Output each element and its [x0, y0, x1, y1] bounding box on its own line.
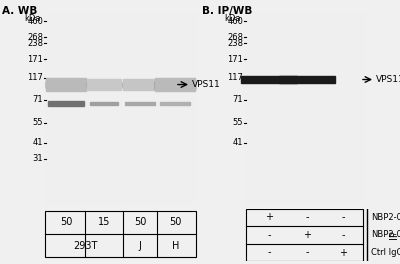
Text: 268: 268 [27, 33, 43, 42]
Text: 171: 171 [227, 55, 243, 64]
Text: IP: IP [389, 230, 399, 239]
Bar [123, 84, 157, 90]
Text: 50: 50 [134, 217, 146, 227]
Bar [155, 83, 195, 91]
Bar [125, 102, 155, 105]
Text: 41: 41 [32, 138, 43, 147]
Text: 293T: 293T [73, 241, 98, 251]
Text: 238: 238 [227, 39, 243, 48]
Text: B. IP/WB: B. IP/WB [202, 6, 252, 16]
Bar [155, 81, 195, 88]
Text: 171: 171 [27, 55, 43, 64]
Bar [123, 82, 157, 88]
Text: 50: 50 [169, 217, 182, 227]
Bar [279, 76, 335, 83]
Text: kDa: kDa [24, 14, 40, 23]
Text: Ctrl IgG: Ctrl IgG [371, 248, 400, 257]
Text: -: - [341, 230, 345, 240]
Bar [87, 79, 121, 85]
Text: 31: 31 [32, 154, 43, 163]
Text: NBP2-04093: NBP2-04093 [371, 230, 400, 239]
Text: +: + [303, 230, 311, 240]
Text: 117: 117 [227, 73, 243, 82]
Bar [123, 79, 157, 85]
Text: kDa: kDa [224, 14, 240, 23]
Text: 117: 117 [27, 73, 43, 82]
Text: 50: 50 [60, 217, 72, 227]
Bar [46, 83, 86, 91]
Bar [45, 211, 196, 257]
Text: +: + [339, 248, 347, 258]
Bar [246, 209, 363, 261]
Text: -: - [306, 212, 309, 222]
Bar [160, 102, 190, 105]
Text: 15: 15 [98, 217, 110, 227]
Text: 55: 55 [32, 118, 43, 127]
Text: 71: 71 [32, 95, 43, 104]
Text: 41: 41 [232, 138, 243, 147]
Text: -: - [341, 212, 345, 222]
Text: 460: 460 [227, 17, 243, 26]
Text: VPS11: VPS11 [376, 75, 400, 84]
Bar [87, 82, 121, 87]
Text: NBP2-04092: NBP2-04092 [371, 213, 400, 222]
Bar [87, 84, 121, 90]
Text: -: - [306, 248, 309, 258]
Text: 71: 71 [232, 95, 243, 104]
Text: -: - [267, 248, 271, 258]
Text: -: - [267, 230, 271, 240]
Bar [241, 76, 297, 83]
Text: 55: 55 [232, 118, 243, 127]
Bar [46, 81, 86, 88]
Text: A. WB: A. WB [2, 6, 37, 16]
Bar [90, 102, 118, 105]
Text: 268: 268 [227, 33, 243, 42]
Text: 238: 238 [27, 39, 43, 48]
Text: H: H [172, 241, 179, 251]
Text: +: + [265, 212, 273, 222]
Text: VPS11: VPS11 [192, 80, 221, 89]
Text: J: J [138, 241, 142, 251]
Bar [155, 78, 195, 86]
Text: 460: 460 [27, 17, 43, 26]
Bar [45, 13, 196, 206]
Bar [48, 101, 84, 106]
Bar [46, 78, 86, 86]
Bar [245, 13, 364, 206]
